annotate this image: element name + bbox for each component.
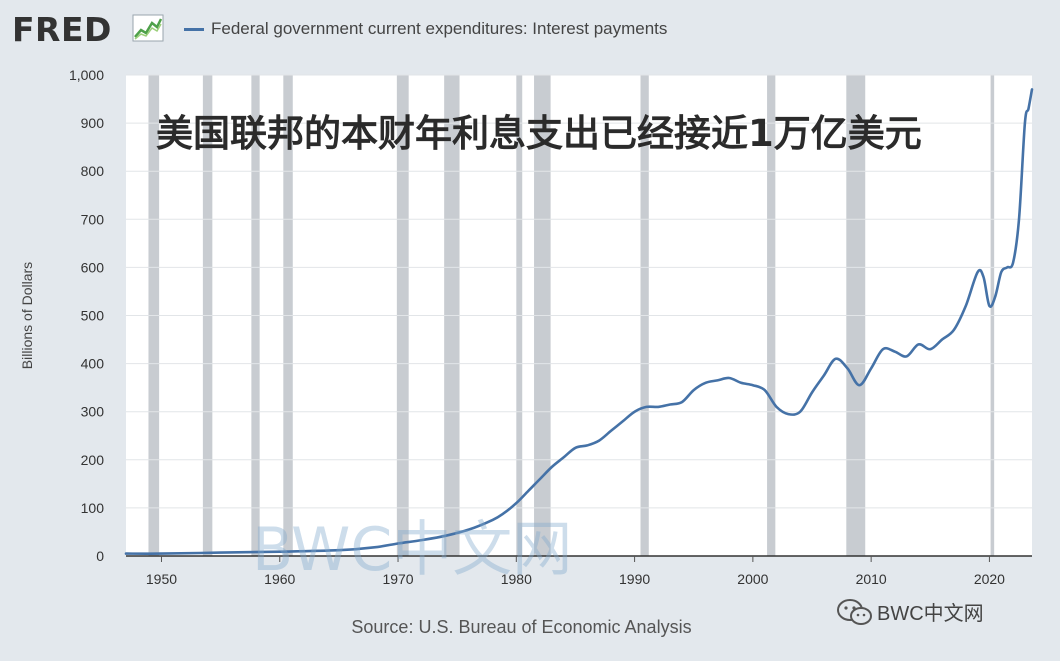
x-tick-label-1990: 1990 — [619, 571, 650, 587]
line-chart-icon — [132, 14, 164, 42]
x-tick-label-2020: 2020 — [974, 571, 1005, 587]
x-tick-label-1980: 1980 — [501, 571, 532, 587]
y-tick-label-700: 700 — [81, 211, 105, 227]
series-line-0 — [124, 88, 1034, 555]
x-tick-label-1950: 1950 — [146, 571, 177, 587]
x-tick-label-2000: 2000 — [737, 571, 768, 587]
x-tick-label-2010: 2010 — [856, 571, 887, 587]
wechat-label: BWC中文网 — [877, 603, 984, 625]
wechat-icon — [837, 599, 872, 625]
fred-logo[interactable]: FRED — [12, 10, 112, 49]
legend-series-label[interactable]: Federal government current expenditures:… — [211, 19, 668, 38]
source-note: Source: U.S. Bureau of Economic Analysis — [351, 617, 692, 637]
y-tick-label-800: 800 — [81, 163, 105, 179]
y-tick-label-600: 600 — [81, 259, 105, 275]
y-tick-label-900: 900 — [81, 115, 105, 131]
x-tick-label-1970: 1970 — [382, 571, 413, 587]
overlay-caption: 美国联邦的本财年利息支出已经接近1万亿美元 — [156, 112, 922, 155]
y-tick-label-1000: 1,000 — [69, 67, 104, 83]
y-tick-label-100: 100 — [81, 500, 105, 516]
y-tick-label-200: 200 — [81, 452, 105, 468]
y-tick-label-300: 300 — [81, 404, 105, 420]
watermark: BWC中文网 — [252, 515, 573, 585]
y-tick-label-0: 0 — [96, 548, 104, 564]
y-tick-label-500: 500 — [81, 308, 105, 324]
y-axis-label: Billions of Dollars — [19, 262, 35, 369]
y-tick-label-400: 400 — [81, 356, 105, 372]
x-tick-label-1960: 1960 — [264, 571, 295, 587]
legend-series-swatch — [184, 28, 204, 31]
